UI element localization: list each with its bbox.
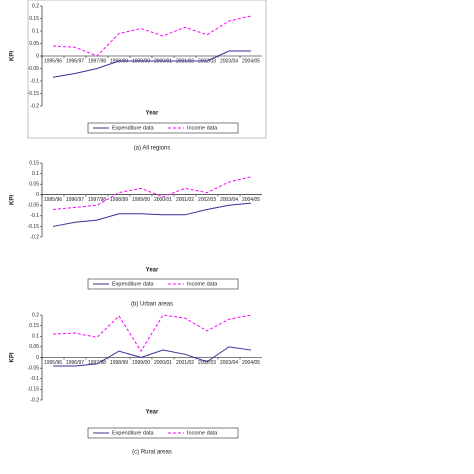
x-tick-label: 2004/05 bbox=[242, 58, 260, 64]
y-tick-label: -0.2 bbox=[30, 234, 39, 240]
x-tick-label: 2002/03 bbox=[198, 360, 216, 366]
panel-frame bbox=[27, 0, 267, 139]
y-tick-label: 0.15 bbox=[29, 323, 39, 329]
y-tick-label: -0.1 bbox=[30, 376, 39, 382]
legend-label: Expenditure data bbox=[112, 125, 155, 131]
x-tick-label: 2004/05 bbox=[242, 197, 260, 203]
series-line bbox=[52, 202, 252, 227]
y-tick-label: -0.05 bbox=[28, 66, 40, 72]
x-tick-label: 1995/96 bbox=[44, 197, 62, 203]
series-line bbox=[52, 314, 252, 353]
legend-label: Expenditure data bbox=[112, 281, 155, 287]
legend-label: Income data bbox=[187, 125, 218, 131]
x-tick-label: 2003/04 bbox=[220, 360, 238, 366]
x-tick-label: 1998/99 bbox=[110, 360, 128, 366]
y-tick-label: 0.2 bbox=[32, 312, 39, 318]
x-tick-label: 1996/97 bbox=[66, 197, 84, 203]
x-tick-label: 2001/02 bbox=[176, 360, 194, 366]
series-line bbox=[53, 346, 252, 367]
y-tick-label: 0.05 bbox=[29, 41, 39, 47]
x-tick-label: 1997/98 bbox=[88, 197, 106, 203]
y-tick-label: 0.1 bbox=[32, 28, 39, 34]
x-tick-label: 2001/02 bbox=[176, 197, 194, 203]
series-line bbox=[52, 176, 252, 211]
x-tick-label: 1999/00 bbox=[132, 197, 150, 203]
x-tick-label: 2003/04 bbox=[220, 58, 238, 64]
caption: (c) Rural areas bbox=[132, 450, 172, 456]
y-tick-label: 0.15 bbox=[29, 160, 39, 166]
legend-label: Income data bbox=[187, 430, 218, 436]
y-tick-label: -0.05 bbox=[28, 203, 40, 209]
series-line bbox=[52, 15, 252, 57]
x-tick-label: 1996/97 bbox=[66, 58, 84, 64]
y-tick-label: 0 bbox=[36, 53, 39, 59]
y-tick-label: 0.05 bbox=[29, 181, 39, 187]
x-tick-label: 1999/00 bbox=[132, 360, 150, 366]
caption: (a) All regions bbox=[134, 146, 171, 152]
y-tick-label: -0.1 bbox=[30, 78, 39, 84]
y-tick-label: 0.1 bbox=[32, 171, 39, 177]
y-tick-label: -0.15 bbox=[28, 91, 40, 97]
y-tick-label: 0.1 bbox=[32, 334, 39, 340]
y-tick-label: 0 bbox=[36, 192, 39, 198]
x-tick-label: 1995/96 bbox=[44, 58, 62, 64]
y-tick-label: 0 bbox=[36, 355, 39, 361]
y-tick-label: 0.15 bbox=[29, 16, 39, 22]
legend-label: Expenditure data bbox=[112, 430, 155, 436]
x-tick-label: 2002/03 bbox=[198, 197, 216, 203]
y-axis-label: KPI bbox=[10, 352, 16, 362]
y-tick-label: -0.2 bbox=[30, 103, 39, 109]
y-tick-label: -0.15 bbox=[28, 224, 40, 230]
x-tick-label: 1997/98 bbox=[88, 360, 106, 366]
y-tick-label: -0.15 bbox=[28, 387, 40, 393]
y-tick-label: -0.05 bbox=[28, 365, 40, 371]
x-tick-label: 1998/99 bbox=[110, 197, 128, 203]
legend-label: Income data bbox=[187, 281, 218, 287]
y-tick-label: -0.1 bbox=[30, 213, 39, 219]
legend-box bbox=[87, 278, 239, 290]
y-tick-label: 0.05 bbox=[29, 344, 39, 350]
x-tick-label: 2000/01 bbox=[154, 197, 172, 203]
series-line bbox=[52, 50, 251, 78]
x-tick-label: 2004/05 bbox=[242, 360, 260, 366]
x-tick-label: 2000/01 bbox=[154, 360, 172, 366]
legend-box bbox=[87, 427, 239, 439]
caption: (b) Urban areas bbox=[131, 302, 173, 308]
y-tick-label: -0.2 bbox=[30, 397, 39, 403]
x-tick-label: 2003/04 bbox=[220, 197, 238, 203]
y-tick-label: 0.2 bbox=[32, 3, 39, 9]
x-axis-label: Year bbox=[146, 410, 159, 416]
x-axis-label: Year bbox=[146, 268, 159, 274]
x-tick-label: 1996/97 bbox=[66, 360, 84, 366]
legend-box bbox=[87, 122, 239, 134]
y-axis-label: KPI bbox=[10, 51, 16, 61]
y-axis-label: KPI bbox=[10, 195, 16, 205]
x-axis-label: Year bbox=[146, 111, 159, 117]
x-tick-label: 1995/96 bbox=[44, 360, 62, 366]
x-tick-label: 1997/98 bbox=[88, 58, 106, 64]
